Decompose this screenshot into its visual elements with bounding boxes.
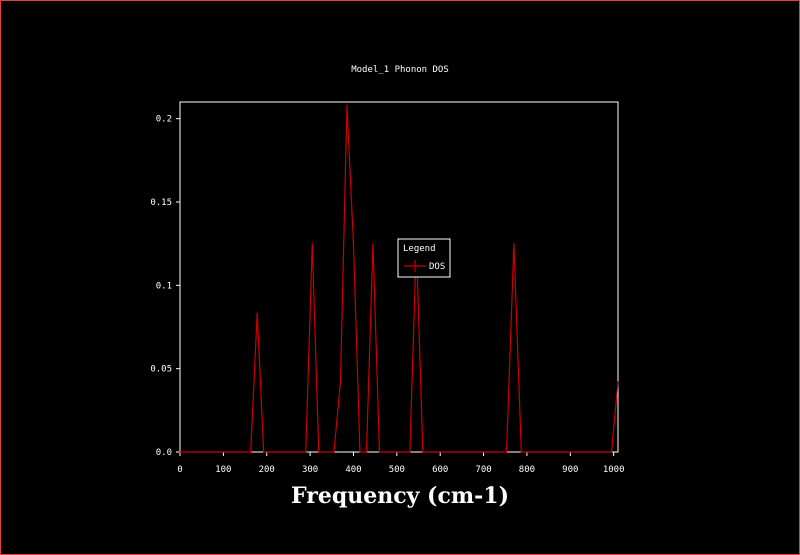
data-point	[311, 243, 313, 245]
y-tick-label: 0.05	[150, 365, 172, 375]
data-point	[250, 451, 252, 453]
x-tick-label: 900	[562, 465, 578, 475]
x-tick-label: 0	[177, 465, 182, 475]
data-point	[422, 451, 424, 453]
x-axis-label: Frequency (cm-1)	[291, 483, 509, 509]
data-point	[365, 451, 368, 453]
data-point	[333, 451, 335, 453]
data-point	[409, 451, 411, 453]
x-tick-label: 300	[302, 465, 318, 475]
x-tick-label: 200	[259, 465, 275, 475]
data-point	[263, 451, 265, 453]
x-tick-label: 100	[215, 465, 231, 475]
data-point	[346, 104, 348, 106]
chart-title: Model_1 Phonon DOS	[351, 65, 449, 75]
series-line-dos	[180, 105, 619, 453]
data-point	[372, 243, 374, 245]
data-point	[339, 381, 342, 383]
legend-box	[397, 238, 451, 278]
data-point	[359, 451, 361, 453]
data-point	[513, 243, 515, 245]
y-tick-label: 0.0	[156, 448, 172, 458]
data-point	[256, 312, 258, 314]
legend-title: Legend	[403, 244, 436, 254]
data-point	[520, 451, 522, 453]
data-point	[610, 451, 613, 453]
data-point	[352, 243, 355, 245]
data-point	[305, 451, 307, 453]
x-tick-label: 600	[432, 465, 448, 475]
plot-area: 0 100 200 300 400 500 600 700 800 900 1000 0.0 0.05 0…	[150, 101, 625, 475]
x-tick-label: 400	[345, 465, 361, 475]
legend-label: DOS	[429, 262, 445, 272]
x-tick-label: 800	[519, 465, 535, 475]
x-tick-label: 500	[389, 465, 405, 475]
y-tick-label: 0.1	[156, 281, 172, 291]
data-point	[378, 451, 381, 453]
data-point	[179, 451, 181, 453]
data-point	[617, 381, 619, 383]
x-tick-label: 1000	[603, 465, 625, 475]
y-tick-label: 0.15	[150, 198, 172, 208]
x-tick-label: 700	[475, 465, 491, 475]
y-tick-label: 0.2	[156, 115, 172, 125]
data-point	[505, 451, 508, 453]
data-point	[318, 451, 320, 453]
